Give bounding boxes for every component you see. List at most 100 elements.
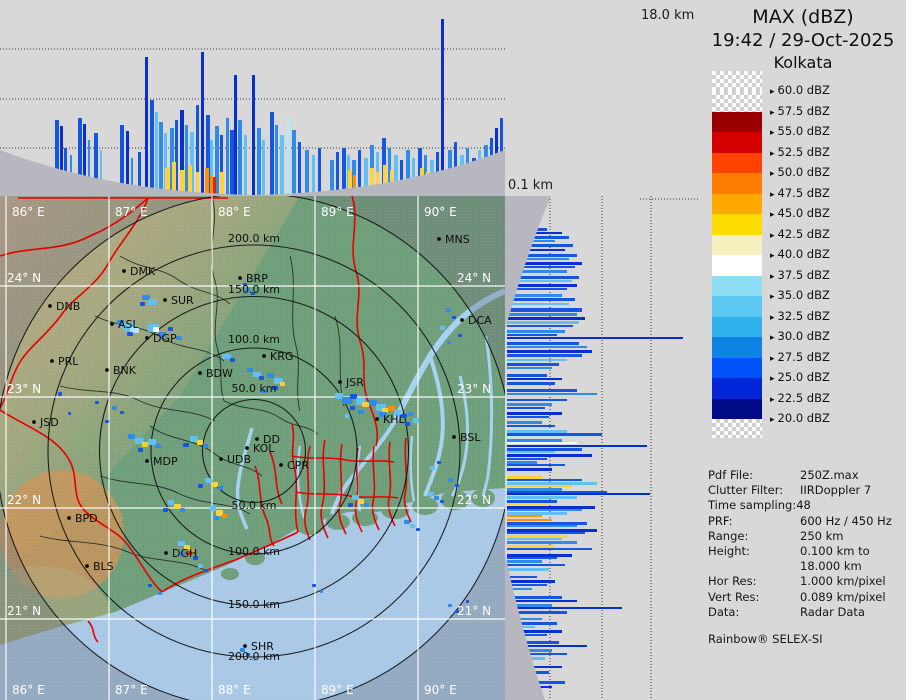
city-dot bbox=[48, 304, 52, 308]
product-title: MAX (dBZ) bbox=[752, 6, 854, 28]
legend-tick-arrow: ▸ bbox=[770, 271, 775, 282]
metadata-value: 0.100 km to 18.000 km bbox=[800, 544, 870, 574]
legend-tick-arrow: ▸ bbox=[770, 128, 775, 138]
side-cross-section-panel bbox=[505, 196, 700, 700]
legend-tick-arrow: ▸ bbox=[770, 394, 775, 405]
legend-tick-arrow: ▸ bbox=[770, 374, 775, 384]
city-label: DD bbox=[263, 433, 280, 446]
legend-band bbox=[712, 357, 762, 378]
legend-band bbox=[712, 398, 762, 419]
longitude-label: 90° E bbox=[424, 683, 457, 697]
city-label: MDP bbox=[153, 455, 178, 468]
city-dot bbox=[279, 463, 283, 467]
legend-band bbox=[712, 378, 762, 399]
range-ring-label: 200.0 km bbox=[228, 650, 280, 663]
legend-level-label: ▸ 50.0 dBZ bbox=[770, 165, 830, 179]
legend-cap-checker bbox=[712, 71, 762, 91]
longitude-label: 90° E bbox=[424, 205, 457, 219]
metadata-label: PRF: bbox=[708, 513, 733, 528]
side-panel-height-label: 0.1 km bbox=[508, 178, 553, 193]
legend-band bbox=[712, 111, 762, 132]
legend-swatches bbox=[712, 71, 762, 438]
legend-band bbox=[712, 275, 762, 296]
city-dot bbox=[163, 298, 167, 302]
city-dot bbox=[198, 371, 202, 375]
side-panel-echo-bars bbox=[507, 228, 683, 692]
longitude-label: 89° E bbox=[321, 683, 354, 697]
metadata-row: Pdf File: 250Z.max bbox=[708, 468, 904, 483]
city-label: MNS bbox=[445, 233, 470, 246]
city-label: BSL bbox=[460, 431, 481, 444]
legend-tick-arrow: ▸ bbox=[770, 148, 775, 159]
header: MAX (dBZ) 19:42 / 29-Oct-2025 Kolkata bbox=[700, 6, 906, 72]
metadata-row: Vert Res: 0.089 km/pixel bbox=[708, 590, 904, 605]
legend-level-label: ▸ 20.0 dBZ bbox=[770, 411, 830, 425]
legend-level-label: ▸ 47.5 dBZ bbox=[770, 185, 830, 200]
legend-level-label: ▸ 37.5 dBZ bbox=[770, 267, 830, 282]
city-dot bbox=[32, 420, 36, 424]
legend-level-label: ▸ 22.5 dBZ bbox=[770, 390, 830, 405]
side-panel-range-limit-wedge-bottom bbox=[505, 555, 545, 700]
city-label: PRL bbox=[58, 355, 79, 368]
product-datetime: 19:42 / 29-Oct-2025 bbox=[711, 30, 895, 51]
city-label: BNK bbox=[113, 364, 137, 377]
city-dot bbox=[452, 435, 456, 439]
latitude-label: 22° N bbox=[457, 493, 491, 507]
legend-tick-arrow: ▸ bbox=[770, 189, 775, 200]
lat-lon-grid bbox=[0, 196, 505, 700]
city-label: DCA bbox=[468, 314, 492, 327]
city-label: SHR bbox=[251, 640, 274, 653]
longitude-label: 88° E bbox=[218, 205, 251, 219]
legend-cap-checker bbox=[712, 419, 762, 438]
city-dot bbox=[164, 551, 168, 555]
metadata-value: 1.000 km/pixel bbox=[800, 574, 886, 589]
metadata-value: 250 km bbox=[800, 528, 844, 543]
legend-band bbox=[712, 255, 762, 276]
legend-level-label: ▸ 42.5 dBZ bbox=[770, 226, 830, 241]
city-label: BRP bbox=[246, 272, 268, 285]
metadata-label: Data: bbox=[708, 604, 740, 619]
legend-tick-arrow: ▸ bbox=[770, 87, 775, 97]
legend-level-label: ▸ 40.0 dBZ bbox=[770, 247, 830, 261]
longitude-label: 88° E bbox=[218, 683, 251, 697]
latitude-label: 24° N bbox=[457, 271, 491, 285]
city-dot bbox=[238, 276, 242, 280]
city-label: ASL bbox=[118, 318, 140, 331]
city-dot bbox=[245, 446, 249, 450]
metadata-row: Data: Radar Data bbox=[708, 605, 904, 620]
legend-band bbox=[712, 152, 762, 173]
range-ring-label: 100.0 km bbox=[228, 333, 280, 346]
top-panel-echo-bars bbox=[55, 19, 503, 196]
city-dot bbox=[219, 457, 223, 461]
city-dot bbox=[145, 336, 149, 340]
metadata-row: Range: 250 km bbox=[708, 529, 904, 544]
city-label: KHL bbox=[383, 413, 405, 426]
radar-echoes bbox=[58, 283, 469, 661]
longitude-label: 86° E bbox=[12, 683, 45, 697]
metadata-value: 0.089 km/pixel bbox=[800, 589, 886, 604]
metadata-value: 250Z.max bbox=[800, 468, 859, 482]
legend-level-label: ▸ 35.0 dBZ bbox=[770, 288, 830, 302]
range-ring-label: 200.0 km bbox=[228, 232, 280, 245]
legend-band bbox=[712, 91, 762, 112]
metadata-value: Radar Data bbox=[800, 604, 865, 619]
legend-level-label: ▸ 55.0 dBZ bbox=[770, 124, 830, 138]
map-district-borders bbox=[39, 196, 345, 571]
metadata-label: Pdf File: bbox=[708, 468, 754, 482]
city-label: DGP bbox=[153, 332, 177, 345]
longitude-label: 87° E bbox=[115, 683, 148, 697]
legend-level-label: ▸ 27.5 dBZ bbox=[770, 349, 830, 364]
city-dot bbox=[105, 368, 109, 372]
latitude-label: 21° N bbox=[7, 604, 41, 618]
city-label: DGH bbox=[172, 547, 197, 560]
longitude-label: 87° E bbox=[115, 205, 148, 219]
city-label: KRG bbox=[270, 350, 293, 363]
legend-level-label: ▸ 57.5 dBZ bbox=[770, 103, 830, 118]
graticule-labels: 86° E 86° E 87° E 87° E 88° E 88° E 89° E 89° E… bbox=[7, 205, 491, 697]
software-brand: Rainbow® SELEX-SI bbox=[708, 632, 823, 647]
metadata-row: Time sampling:48 bbox=[708, 498, 904, 513]
radar-map: 200.0 km 150.0 km 100.0 km 50.0 km 50.0 km 10… bbox=[0, 196, 505, 700]
latitude-label: 24° N bbox=[7, 271, 41, 285]
top-cross-section-panel bbox=[0, 0, 505, 196]
